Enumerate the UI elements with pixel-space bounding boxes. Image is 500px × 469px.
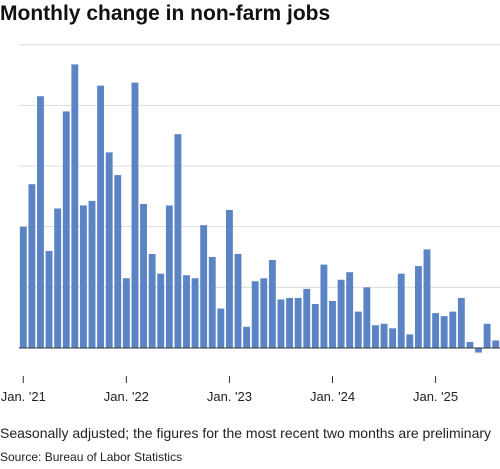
- x-tick-label: Jan. '25: [413, 389, 458, 404]
- bar-2024-03: [346, 272, 354, 348]
- chart-caption: Seasonally adjusted; the figures for the…: [0, 425, 492, 441]
- bar-2022-05: [157, 273, 165, 348]
- bar-2021-06: [62, 111, 70, 349]
- bar-2022-09: [191, 278, 199, 348]
- bar-2022-12: [217, 308, 225, 348]
- bar-2023-04: [251, 281, 259, 348]
- bar-2021-03: [37, 96, 44, 348]
- bar-2023-10: [303, 288, 311, 348]
- chart-title: Monthly change in non-farm jobs: [0, 2, 331, 25]
- bar-2024-12: [423, 249, 431, 348]
- chart-source: Source: Bureau of Labor Statistics: [0, 450, 183, 464]
- x-axis-ticks: Jan. '21 Jan. '22 Jan. '23 Jan. '24 Jan. '25: [1, 376, 458, 404]
- bar-2025-07: [483, 323, 491, 348]
- bar-2022-03: [140, 203, 147, 348]
- bar-2024-01: [329, 300, 336, 348]
- bar-2021-08: [79, 205, 87, 348]
- bar-2023-01: [226, 210, 233, 348]
- bar-2024-10: [406, 334, 414, 348]
- bar-2025-06: [475, 348, 482, 353]
- bar-2024-05: [363, 287, 371, 348]
- bar-2022-07: [174, 134, 182, 348]
- x-tick-label: Jan. '22: [104, 389, 149, 404]
- bar-2023-02: [234, 253, 242, 348]
- bar-2021-11: [105, 152, 113, 348]
- bar-2021-04: [45, 250, 53, 348]
- bar-2024-02: [337, 279, 345, 348]
- bar-2023-11: [311, 304, 319, 348]
- bar-2023-07: [277, 299, 285, 348]
- bar-2021-07: [71, 64, 79, 348]
- bar-2025-04: [457, 297, 465, 348]
- bar-2021-05: [54, 208, 62, 348]
- bar-chart: Jan. '21 Jan. '22 Jan. '23 Jan. '24 Jan. '25: [1, 44, 500, 404]
- bar-2022-02: [131, 82, 139, 349]
- bar-2023-08: [286, 297, 293, 348]
- x-tick-label: Jan. '21: [1, 389, 46, 404]
- bar-2025-03: [449, 311, 457, 348]
- bar-2022-04: [148, 253, 156, 348]
- bar-2024-07: [380, 323, 388, 348]
- x-tick-label: Jan. '23: [207, 389, 252, 404]
- bar-2021-02: [28, 184, 36, 348]
- bar-2024-09: [397, 273, 405, 348]
- bar-2023-09: [294, 297, 302, 348]
- bar-2025-02: [440, 316, 448, 348]
- bar-2024-06: [372, 325, 379, 348]
- bars: [19, 64, 500, 353]
- bar-2023-12: [320, 264, 328, 348]
- bar-2024-11: [414, 266, 422, 348]
- bar-2021-09: [88, 200, 96, 348]
- bar-2023-03: [243, 326, 251, 348]
- bar-2022-06: [165, 205, 173, 348]
- bar-2025-01: [432, 313, 440, 348]
- bar-2024-04: [354, 311, 362, 348]
- bar-2022-10: [200, 225, 208, 348]
- bar-2023-05: [260, 278, 268, 348]
- bar-2022-11: [208, 257, 216, 348]
- bar-2024-08: [389, 328, 397, 348]
- bar-2025-08: [492, 340, 500, 348]
- bar-2022-01: [122, 278, 130, 348]
- bar-2025-05: [466, 341, 474, 348]
- x-tick-label: Jan. '24: [310, 389, 355, 404]
- bar-2021-12: [114, 175, 122, 348]
- bar-2021-01: [19, 226, 27, 348]
- bar-2021-10: [97, 85, 105, 349]
- bar-2022-08: [183, 275, 190, 348]
- bar-2023-06: [268, 260, 276, 348]
